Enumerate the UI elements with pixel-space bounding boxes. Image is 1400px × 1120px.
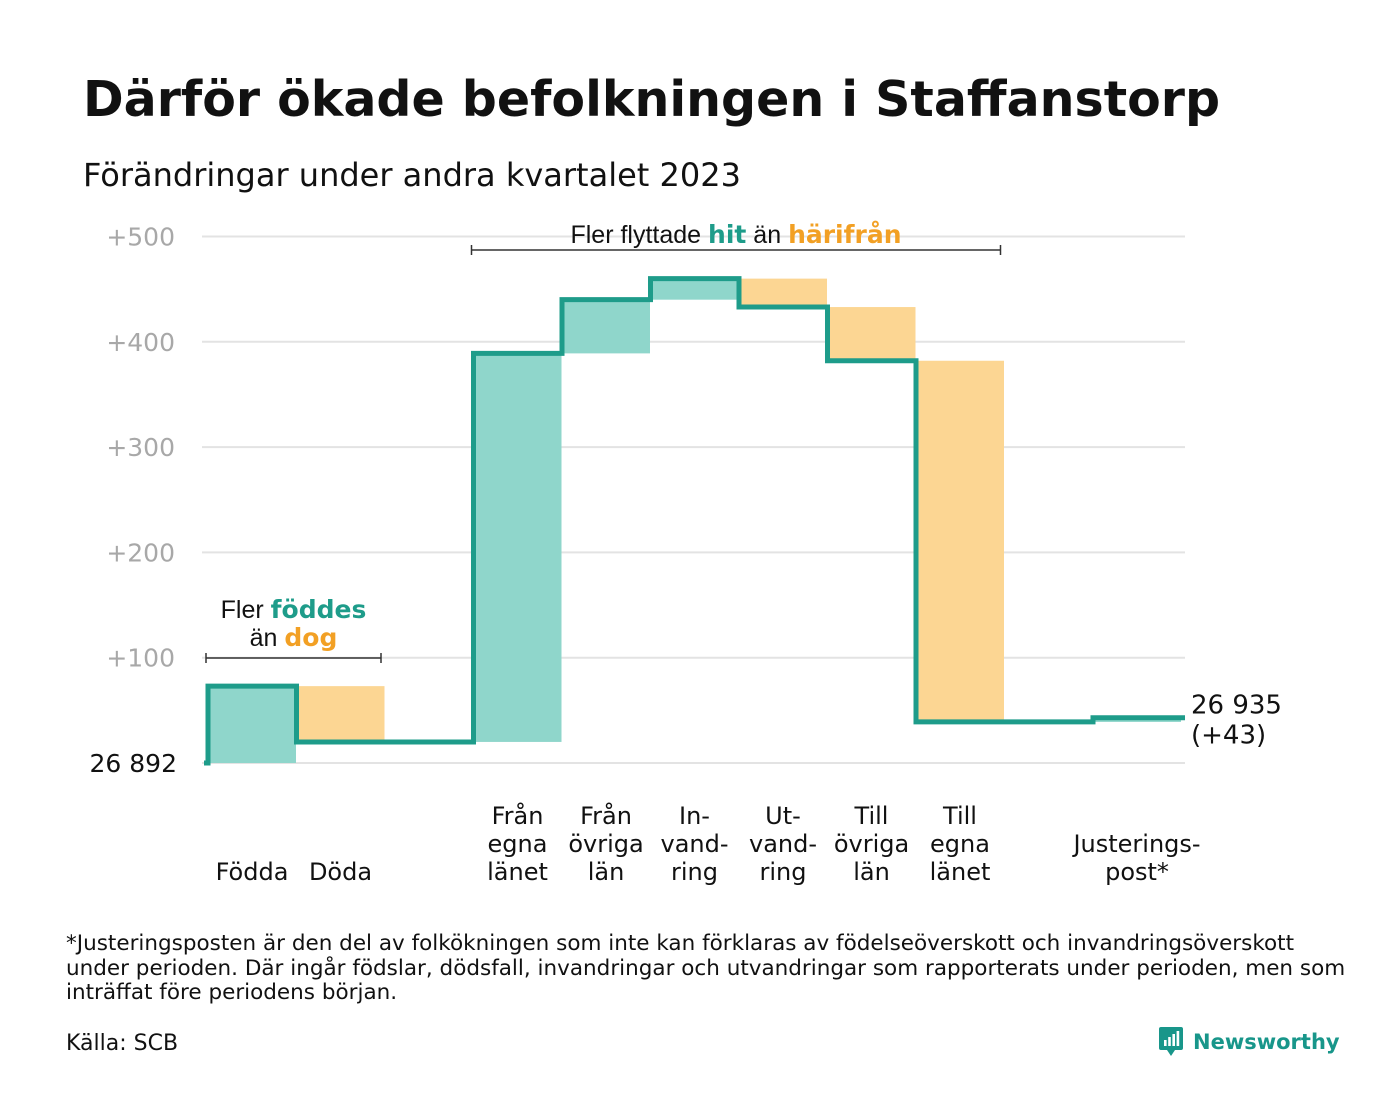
y-tick-label: +500 xyxy=(106,223,175,252)
annotation-segment: härifrån xyxy=(788,220,901,249)
category-label: länet xyxy=(930,858,991,886)
category-label: Justerings- xyxy=(1071,830,1200,858)
cumulative-step-line xyxy=(204,276,1185,766)
category-label: Döda xyxy=(309,858,372,886)
annotation-segment: än xyxy=(250,624,285,652)
category-label: Till xyxy=(942,802,977,830)
category-label: ring xyxy=(760,858,807,886)
category-label: In- xyxy=(679,802,710,830)
increase-bar xyxy=(208,686,296,763)
category-label: övriga xyxy=(834,830,909,858)
annotation-text: än dog xyxy=(250,623,338,652)
category-label: ring xyxy=(671,858,718,886)
category-label: Ut- xyxy=(765,802,801,830)
category-label: län xyxy=(588,858,625,886)
waterfall-chart: +100 +200 +300 +400 +500 26 892 26 935(+43) Föd… xyxy=(90,220,1282,886)
annotation-segment: Fler xyxy=(221,596,271,624)
end-value-label: 26 935 xyxy=(1191,691,1282,721)
annotation-text: Fler föddes xyxy=(221,595,367,624)
decrease-bar xyxy=(916,360,1004,722)
y-tick-label: +400 xyxy=(106,328,175,357)
footnote: *Justeringsposten är den del av folkökni… xyxy=(66,931,1346,1005)
category-label: Från xyxy=(492,801,544,830)
category-label: Från xyxy=(580,801,632,830)
annotation-segment: föddes xyxy=(271,595,367,624)
newsworthy-logo-icon xyxy=(1159,1027,1183,1056)
annotation-segment: Fler flyttade xyxy=(570,221,708,249)
category-label: Födda xyxy=(216,858,289,886)
category-label: vand- xyxy=(749,830,817,858)
increase-bar xyxy=(650,278,739,300)
category-label: län xyxy=(853,858,890,886)
y-tick-label: +100 xyxy=(106,644,175,673)
increase-bar xyxy=(473,353,562,742)
decrease-bar xyxy=(739,278,827,308)
brand-logo: Newsworthy xyxy=(1158,1026,1340,1057)
annotation-segment: än xyxy=(746,221,788,249)
category-label: egna xyxy=(488,830,548,858)
category-label: post* xyxy=(1105,858,1169,886)
category-label: övriga xyxy=(568,830,643,858)
chart-subtitle: Förändringar under andra kvartalet 2023 xyxy=(83,156,741,194)
increase-bar xyxy=(562,299,650,354)
annotation-segment: dog xyxy=(284,623,337,652)
y-tick-label: +300 xyxy=(106,433,175,462)
y-tick-label: +200 xyxy=(106,538,175,567)
decrease-bar xyxy=(827,307,916,361)
annotation-text: Fler flyttade hit än härifrån xyxy=(570,220,901,249)
annotation-segment: hit xyxy=(708,220,746,249)
category-label: Till xyxy=(854,802,889,830)
brand-name: Newsworthy xyxy=(1193,1029,1340,1054)
category-label: egna xyxy=(930,830,990,858)
end-value-label: (+43) xyxy=(1191,721,1266,751)
decrease-bar xyxy=(296,686,385,742)
category-label: vand- xyxy=(660,830,728,858)
chart-title: Därför ökade befolkningen i Staffanstorp xyxy=(83,71,1221,128)
category-label: länet xyxy=(487,858,548,886)
source-credit: Källa: SCB xyxy=(66,1031,179,1056)
start-value-label: 26 892 xyxy=(90,749,177,778)
